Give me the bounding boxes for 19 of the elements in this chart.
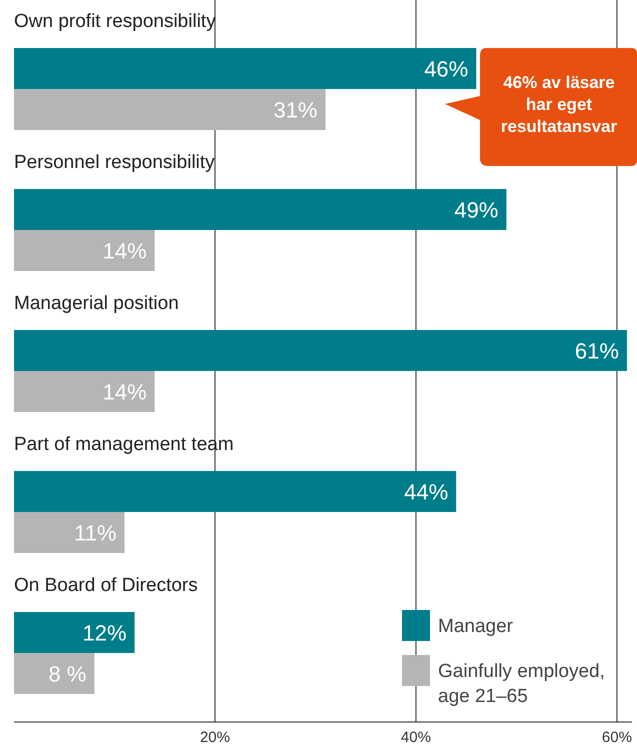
data-label: 61% <box>574 338 619 364</box>
y-tick-label: Managerial position <box>14 293 179 314</box>
legend-label: Manager <box>438 616 514 637</box>
data-label: 11% <box>74 520 117 546</box>
data-label: 46% <box>424 56 468 82</box>
x-tick-label: 20% <box>200 729 230 746</box>
data-label: 14% <box>102 380 147 404</box>
annotation: 46% av läsare har eget resultatansvar <box>500 73 618 136</box>
x-tick-label: 40% <box>400 729 431 746</box>
data-label: 12% <box>82 620 127 646</box>
data-label: 44% <box>404 480 448 504</box>
x-tick-label: 60% <box>602 729 632 746</box>
data-label: 31% <box>273 98 318 122</box>
y-tick-label: Personnel responsibility <box>14 152 216 173</box>
y-tick-label: On Board of Directors <box>14 575 198 596</box>
legend-label: Gainfully employed, age 21–65 <box>438 661 605 707</box>
data-label: 14% <box>102 238 147 264</box>
data-label: 49% <box>454 198 498 222</box>
data-label: 8 % <box>48 662 86 686</box>
